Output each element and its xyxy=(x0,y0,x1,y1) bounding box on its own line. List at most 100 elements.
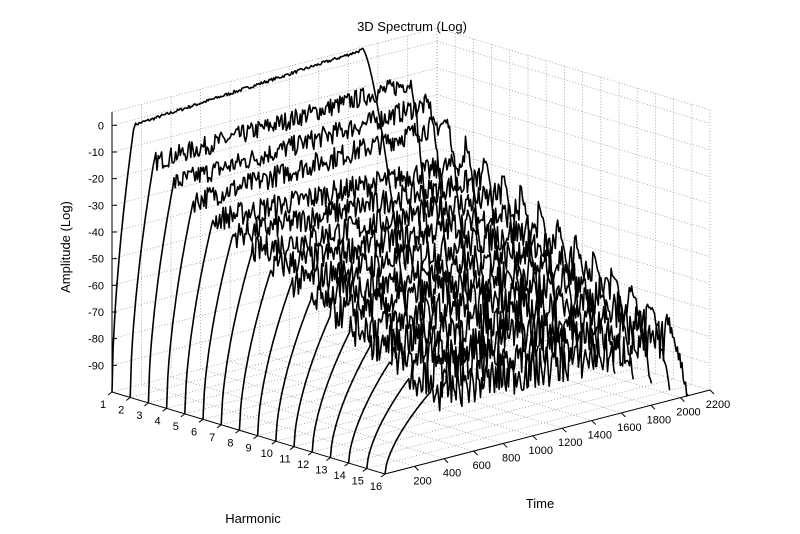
amplitude-tick-label: -10 xyxy=(88,147,104,159)
z-axis-label: Amplitude (Log) xyxy=(58,201,73,293)
harmonic-tick-label: 8 xyxy=(227,437,233,449)
wall-grid-z--50 xyxy=(111,174,711,260)
amplitude-tick-label: -60 xyxy=(88,280,104,292)
floor-grid-harmonic-14 xyxy=(348,378,674,464)
chart-title: 3D Spectrum (Log) xyxy=(357,19,467,34)
time-tick-label: 800 xyxy=(502,452,520,464)
harmonic-trace-11 xyxy=(293,234,598,447)
amplitude-tick-label: 0 xyxy=(98,120,104,132)
time-tick-label: 200 xyxy=(413,475,431,487)
amplitude-tick-label: -80 xyxy=(88,334,104,346)
harmonic-tick-label: 1 xyxy=(100,399,106,411)
harmonic-tick-label: 2 xyxy=(118,404,124,416)
harmonic-trace-2 xyxy=(129,79,434,398)
floor-grid-time-1200 xyxy=(289,345,563,429)
floor-grid-harmonic-11 xyxy=(293,362,620,448)
wall-grid-z--30 xyxy=(111,120,711,206)
floor-grid-time-1600 xyxy=(348,330,622,414)
time-tick-mark xyxy=(502,443,508,448)
harmonic-tick-label: 3 xyxy=(136,410,142,422)
time-axis-line xyxy=(384,389,711,475)
harmonic-tick-label: 14 xyxy=(333,470,345,482)
harmonic-trace-9 xyxy=(256,200,562,436)
time-tick-mark xyxy=(561,427,567,433)
time-tick-mark xyxy=(414,466,419,471)
harmonic-tick-label: 7 xyxy=(209,432,215,444)
harmonic-tick-label: 11 xyxy=(279,454,290,466)
harmonic-tick-mark xyxy=(198,418,204,423)
floor-grid-time-1400 xyxy=(318,338,592,421)
amplitude-tick-label: -40 xyxy=(88,227,104,239)
time-tick-mark xyxy=(621,412,626,418)
time-tick-label: 1200 xyxy=(558,437,582,449)
time-tick-label: 2200 xyxy=(706,399,730,411)
harmonic-trace-7 xyxy=(220,175,525,425)
amplitude-tick-label: -70 xyxy=(88,307,104,319)
harmonic-tick-label: 16 xyxy=(370,481,382,493)
time-tick-mark xyxy=(443,458,449,464)
time-tick-label: 1800 xyxy=(647,414,671,426)
floor-grid-time-2200 xyxy=(436,307,711,391)
harmonic-tick-mark xyxy=(362,468,368,472)
trace-layer xyxy=(111,47,689,475)
axis-layer xyxy=(111,112,711,475)
harmonic-axis-line xyxy=(111,391,386,475)
floor-grid-harmonic-15 xyxy=(366,384,692,469)
wall-top-edge xyxy=(111,27,711,113)
time-tick-mark xyxy=(680,397,685,402)
harmonic-tick-mark xyxy=(125,397,131,401)
harmonic-tick-mark xyxy=(326,457,331,462)
floor-grid-time-800 xyxy=(230,361,504,444)
harmonic-trace-16 xyxy=(384,313,689,475)
harmonic-tick-mark xyxy=(235,429,240,434)
x-axis-label: Time xyxy=(526,496,554,511)
harmonic-tick-mark xyxy=(344,462,349,467)
wall-grid-z--20 xyxy=(111,94,711,180)
time-tick-label: 400 xyxy=(443,468,461,480)
harmonic-tick-mark xyxy=(162,407,167,412)
harmonic-tick-mark xyxy=(380,473,386,478)
harmonic-tick-mark xyxy=(271,440,277,445)
time-tick-label: 600 xyxy=(472,460,490,472)
harmonic-tick-label: 9 xyxy=(246,443,252,455)
time-tick-mark xyxy=(709,389,715,395)
time-tick-label: 1000 xyxy=(528,445,552,457)
harmonic-tick-label: 12 xyxy=(297,459,309,471)
harmonic-tick-mark xyxy=(253,435,258,440)
harmonic-tick-mark xyxy=(307,451,313,456)
harmonic-trace-4 xyxy=(165,116,471,409)
harmonic-trace-1 xyxy=(111,47,407,393)
harmonic-trace-10 xyxy=(275,219,580,442)
floor-grid-time-1800 xyxy=(377,322,652,406)
amplitude-tick-label: -90 xyxy=(88,360,104,372)
harmonic-tick-label: 13 xyxy=(315,465,327,477)
floor-grid-harmonic-12 xyxy=(312,367,638,453)
floor-grid-time-600 xyxy=(200,368,474,452)
time-tick-label: 2000 xyxy=(676,407,700,419)
floor-grid-harmonic-1 xyxy=(111,307,438,393)
time-tick-mark xyxy=(532,435,538,441)
floor-grid-harmonic-13 xyxy=(330,373,656,458)
harmonic-tick-label: 4 xyxy=(155,415,161,427)
harmonic-tick-mark xyxy=(144,402,149,407)
harmonic-tick-mark xyxy=(180,413,186,418)
wall-grid-z--10 xyxy=(111,67,711,153)
time-tick-label: 1400 xyxy=(588,430,612,442)
harmonic-tick-label: 15 xyxy=(352,476,364,488)
harmonic-trace-12 xyxy=(311,251,616,453)
floor-grid-harmonic-10 xyxy=(275,356,601,442)
harmonic-tick-label: 6 xyxy=(191,426,197,438)
floor-grid-time-200 xyxy=(141,383,415,467)
y-axis-label: Harmonic xyxy=(225,511,281,526)
harmonic-tick-label: 10 xyxy=(261,448,273,460)
wall-grid-z--40 xyxy=(111,147,711,233)
harmonic-trace-8 xyxy=(238,184,543,431)
time-tick-label: 1600 xyxy=(617,422,641,434)
time-tick-mark xyxy=(591,420,597,425)
time-tick-mark xyxy=(473,450,478,456)
floor-grid-time-2000 xyxy=(407,315,681,399)
tick-layer: 200 400 600 800 1000 1200 1400 1600 1800 2000 2200… xyxy=(88,120,730,493)
harmonic-trace-6 xyxy=(202,157,507,420)
harmonic-trace-3 xyxy=(147,93,452,403)
